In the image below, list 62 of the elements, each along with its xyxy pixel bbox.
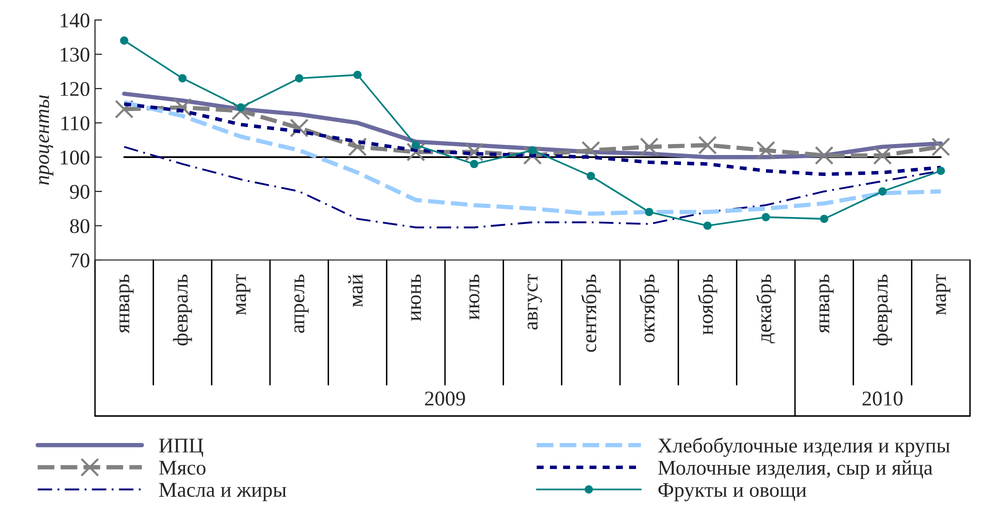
x-tick-label: ноябрь: [698, 274, 718, 335]
point: [645, 208, 654, 216]
point: [586, 172, 595, 180]
x-tick-label: апрель: [294, 274, 309, 333]
x-tick-label: март: [236, 274, 250, 315]
x-tick-label: май: [348, 274, 363, 307]
point: [406, 142, 426, 162]
point: [464, 142, 484, 162]
point: [698, 136, 717, 155]
legend-label: Мясо: [159, 460, 206, 475]
y-tick-label: 90: [70, 184, 90, 199]
point: [120, 36, 128, 45]
x-tick-label: март: [936, 274, 950, 315]
point: [353, 70, 362, 80]
legend-label: Хлебобулочные изделия и крупы: [658, 438, 950, 457]
x-tick-label: декабрь: [756, 274, 776, 344]
point: [820, 214, 828, 224]
point: [873, 146, 892, 165]
point: [703, 222, 712, 230]
y-tick-label: 100: [60, 150, 90, 165]
line-series: [122, 100, 943, 216]
point: [173, 98, 192, 117]
point: [756, 140, 776, 160]
point: [762, 212, 770, 222]
point: [814, 146, 834, 165]
point: [348, 137, 367, 156]
legend-label: Молочные изделия, сыр и яйца: [658, 460, 933, 480]
point: [114, 100, 134, 119]
point: [581, 140, 600, 160]
text: 2010: [862, 392, 903, 406]
point: [295, 74, 304, 82]
y-tick-label: 120: [60, 82, 90, 96]
point: [878, 187, 887, 196]
point: [528, 146, 537, 154]
y-tick-label: 140: [60, 13, 90, 28]
point: [640, 137, 659, 156]
y-tick-label: 70: [70, 253, 90, 268]
x-tick-label: июнь: [411, 274, 422, 321]
y-tick-label: 130: [60, 48, 90, 62]
legend-label: Фрукты и овощи: [658, 483, 806, 502]
x-tick-label: февраль: [173, 274, 192, 346]
point: [412, 140, 420, 150]
x-tick-label: июль: [469, 274, 480, 320]
point: [236, 103, 245, 112]
point: [178, 74, 187, 82]
x-tick-label: февраль: [873, 274, 892, 346]
text: 2009: [425, 392, 465, 406]
x-tick-label: август: [528, 274, 542, 330]
point: [523, 146, 542, 165]
x-tick-label: сентябрь: [581, 274, 601, 352]
x-tick-label: октябрь: [639, 274, 659, 342]
point: [931, 137, 950, 156]
point: [470, 160, 478, 168]
point: [936, 166, 945, 176]
legend-label: Масла и жиры: [159, 483, 286, 502]
y-axis-title: проценты: [39, 95, 54, 185]
legend-label: ИПЦ: [159, 438, 204, 457]
x-tick-label: январь: [819, 274, 834, 334]
point: [290, 118, 309, 138]
x-tick-label: январь: [119, 274, 134, 334]
y-tick-label: 80: [70, 219, 90, 234]
y-tick-label: 110: [62, 116, 90, 130]
